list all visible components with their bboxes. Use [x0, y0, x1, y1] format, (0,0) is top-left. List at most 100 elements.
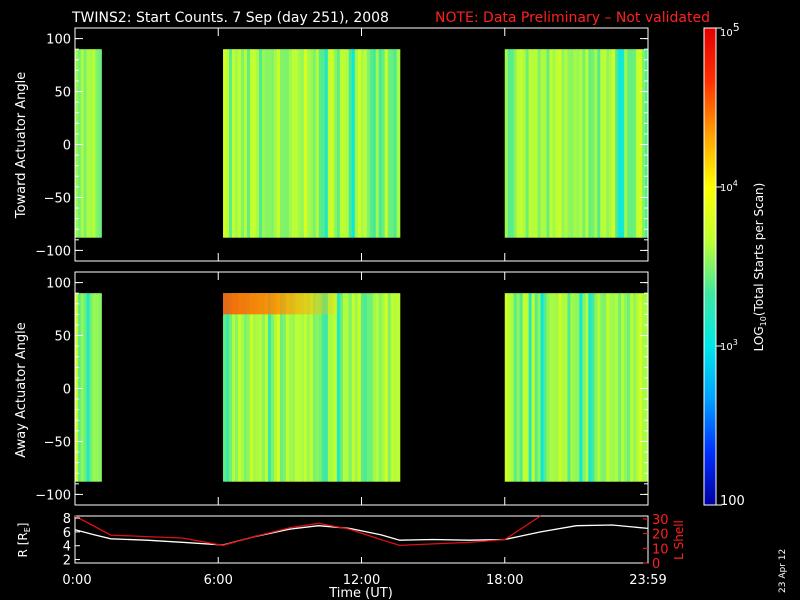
heatmap-column: [252, 49, 257, 238]
x-tick-label: 12:00: [343, 573, 380, 588]
heatmap-column: [528, 49, 533, 238]
heatmap-column: [306, 49, 311, 238]
heatmap-column: [276, 293, 281, 482]
heatmap-column: [276, 49, 281, 238]
heatmap-column: [267, 293, 272, 482]
heatmap-column: [333, 293, 338, 482]
heatmap-column: [252, 293, 257, 482]
heatmap-column: [558, 293, 563, 482]
r-tick-label: 8: [63, 512, 71, 527]
heatmap-column: [297, 49, 302, 238]
heatmap-column: [351, 293, 356, 482]
heatmap-column: [582, 49, 586, 238]
heatmap-column: [306, 293, 311, 482]
heatmap-column: [315, 49, 320, 238]
heatmap-column: [624, 293, 628, 482]
heatmap-column: [537, 293, 542, 482]
heatmap-column: [309, 49, 314, 238]
heatmap-column: [522, 293, 527, 482]
heatmap-column: [372, 293, 377, 482]
heatmap-column: [267, 49, 272, 238]
heatmap-column: [360, 293, 365, 482]
heatmap-column: [633, 49, 637, 238]
heatmap-column: [327, 293, 332, 482]
heatmap-column: [77, 49, 82, 238]
heatmap-column: [591, 49, 595, 238]
heatmap-column: [522, 49, 527, 238]
heatmap-column: [258, 49, 263, 238]
date-stamp: 23 Apr 12: [778, 549, 788, 593]
chart-title: TWINS2: Start Counts. 7 Sep (day 251), 2…: [71, 10, 389, 26]
y-tick-label: −100: [35, 488, 71, 503]
heatmap-column: [507, 49, 512, 238]
heatmap-column: [519, 49, 524, 238]
heatmap-column: [645, 293, 649, 482]
heatmap-column: [249, 293, 254, 482]
heatmap-column: [291, 49, 296, 238]
heatmap-column: [633, 293, 637, 482]
heatmap-column: [390, 293, 395, 482]
heatmap-column: [357, 49, 362, 238]
heatmap-column: [89, 293, 94, 482]
heatmap-column: [534, 293, 539, 482]
heatmap-column: [558, 49, 563, 238]
heatmap-column: [330, 49, 335, 238]
heatmap-column: [273, 49, 278, 238]
heatmap-column: [552, 49, 557, 238]
y-tick-label: 50: [54, 86, 71, 101]
heatmap-column: [232, 49, 236, 238]
lshell-tick-label: 30: [652, 513, 669, 528]
heatmap-column: [363, 293, 368, 482]
heatmap-column: [223, 293, 227, 482]
heatmap-column: [75, 49, 79, 238]
heatmap-column: [83, 293, 88, 482]
heatmap-column: [246, 293, 251, 482]
heatmap-column: [324, 49, 329, 238]
heatmap-column: [531, 293, 536, 482]
y-tick-label: 0: [63, 383, 71, 398]
heatmap-column: [336, 293, 341, 482]
colorbar-gradient: [703, 27, 717, 506]
heatmap-column: [513, 293, 518, 482]
heatmap-column: [226, 293, 230, 482]
heatmap-column: [324, 293, 329, 482]
lshell-tick-label: 20: [652, 528, 669, 543]
orbit-panel-frame: [74, 515, 649, 564]
heatmap-column: [351, 49, 356, 238]
heatmap-column: [594, 293, 598, 482]
heatmap-column: [579, 49, 583, 238]
heatmap-column: [369, 293, 374, 482]
heatmap-column: [624, 49, 628, 238]
heatmap-column: [549, 49, 554, 238]
heatmap-column: [92, 49, 97, 238]
heatmap-column: [270, 293, 275, 482]
heatmap-column: [330, 293, 335, 482]
heatmap-column: [585, 293, 589, 482]
heatmap-column: [507, 293, 512, 482]
heatmap-column: [393, 49, 398, 238]
heatmap-column: [582, 293, 586, 482]
heatmap-column: [255, 293, 260, 482]
heatmap-column: [630, 49, 634, 238]
lshell-tick-label: 10: [652, 542, 669, 557]
heatmap-column: [246, 49, 251, 238]
r-tick-label: 6: [63, 526, 71, 541]
heatmap-column: [612, 293, 616, 482]
heatmap-column: [303, 293, 308, 482]
r-axis-label: R [RE]: [16, 523, 32, 558]
heatmap-column: [570, 293, 574, 482]
heatmap-hot-spot: [223, 293, 338, 315]
heatmap-column: [618, 293, 622, 482]
heatmap-column: [567, 293, 571, 482]
heatmap-column: [342, 293, 347, 482]
heatmap-column: [543, 49, 548, 238]
heatmap-column: [312, 49, 317, 238]
heatmap-column: [564, 49, 569, 238]
heatmap-column: [381, 293, 386, 482]
heatmap-column: [238, 49, 242, 238]
heatmap-column: [354, 49, 359, 238]
heatmap-column: [235, 293, 239, 482]
heatmap-column: [318, 49, 323, 238]
heatmap-column: [645, 49, 649, 238]
